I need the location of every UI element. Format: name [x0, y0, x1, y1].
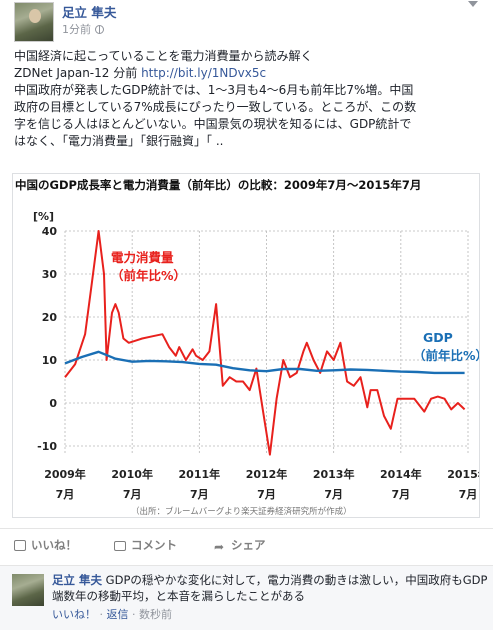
like-button[interactable]: いいね！: [14, 537, 77, 553]
x-tick-month: 7月: [190, 488, 209, 501]
share-label: シェア: [231, 538, 266, 552]
post-text-line: はなく、「電力消費量」「銀行融資」「 ..: [14, 134, 224, 148]
chart-svg: [%] 40 30 20 10 0 -10 2009年 7月 2010年 7月 2011年 7月 2012…: [33, 210, 480, 517]
comment-meta: いいね！ · 返信 · 数秒前: [52, 608, 172, 621]
x-tick-month: 7月: [123, 488, 142, 501]
y-axis-unit: [%]: [33, 210, 54, 223]
post-source-line: ZDNet Japan-12 分前 http://bit.ly/1NDvx5c: [14, 65, 484, 82]
power-series-label: 電力消費量: [111, 250, 174, 265]
comment-time[interactable]: 数秒前: [139, 608, 172, 621]
y-tick-label: 30: [42, 268, 58, 281]
post-body: 中国経済に起こっていることを電力消費量から読み解く ZDNet Japan-12…: [14, 48, 484, 150]
x-tick-year: 2012年: [246, 467, 288, 481]
comment-reply-link[interactable]: 返信: [106, 608, 129, 621]
x-tick-year: 2013年: [313, 467, 355, 481]
author-name[interactable]: 足立 隼夫: [62, 5, 117, 20]
comment-icon: [114, 541, 126, 551]
post-header: 足立 隼夫 1分前: [14, 0, 484, 44]
chevron-down-icon[interactable]: [466, 0, 480, 10]
y-tick-label: 40: [42, 225, 58, 238]
post-source: ZDNet Japan-12 分前: [14, 66, 138, 80]
x-tick-month: 7月: [257, 488, 276, 501]
share-button[interactable]: ➦ シェア: [214, 537, 266, 553]
globe-icon: [95, 25, 104, 34]
chart-title: 中国のGDP成長率と電力消費量（前年比）の比較：2009年7月～2015年7月: [15, 178, 422, 192]
y-tick-label: 10: [42, 354, 58, 367]
author-avatar[interactable]: [14, 2, 54, 42]
thumbs-up-icon: [14, 540, 26, 551]
x-tick-month: 7月: [324, 488, 343, 501]
comment-like-link[interactable]: いいね！: [52, 608, 96, 621]
y-tick-label: -10: [37, 440, 57, 453]
power-consumption-line: [64, 230, 466, 456]
x-tick-month: 7月: [56, 488, 75, 501]
gdp-line: [64, 350, 465, 375]
post-timestamp[interactable]: 1分前: [62, 21, 104, 37]
comment-body: 足立 隼夫 GDPの穏やかな変化に対して，電力消費の動きは激しい，中国政府もGD…: [52, 572, 488, 604]
y-tick-label: 20: [42, 311, 58, 324]
commenter-avatar[interactable]: [12, 574, 44, 606]
chart-image[interactable]: 中国のGDP成長率と電力消費量（前年比）の比較：2009年7月～2015年7月 …: [12, 173, 480, 518]
x-tick-year: 2009年: [44, 467, 86, 481]
power-series-label: （前年比%）: [111, 268, 186, 283]
post-link[interactable]: http://bit.ly/1NDvx5c: [141, 66, 267, 80]
post-headline: 中国経済に起こっていることを電力消費量から読み解く: [14, 49, 313, 63]
x-tick-year: 2011年: [179, 467, 221, 481]
comment-button[interactable]: コメント: [114, 537, 177, 553]
y-tick-label: 0: [49, 397, 57, 410]
comment-label: コメント: [131, 538, 177, 552]
x-tick-month: 7月: [459, 488, 478, 501]
like-label: いいね！: [31, 538, 77, 552]
share-icon: ➦: [214, 540, 225, 554]
post-time-text[interactable]: 1分前: [62, 23, 91, 36]
x-tick-year: 2010年: [111, 467, 153, 481]
commenter-name[interactable]: 足立 隼夫: [52, 573, 103, 587]
post-text-line: 政府の目標としている7%成長にぴったり一致している。ところが、この数: [14, 100, 417, 114]
gdp-series-label: GDP: [423, 330, 453, 345]
post-text-line: 字を信じる人はほとんどいない。中国景気の現状を知るには、GDP統計で: [14, 117, 412, 131]
x-tick-month: 7月: [392, 488, 411, 501]
post-text-line: 中国政府が発表したGDP統計では、1～3月も4～6月も前年比7%増。中国: [14, 83, 414, 97]
chart-source-note: （出所：ブルームバーグより楽天証券経済研究所が作成）: [131, 506, 352, 517]
x-tick-year: 2014年: [380, 467, 422, 481]
gdp-series-label: （前年比%）: [413, 348, 480, 363]
x-tick-year: 2015年: [447, 467, 480, 481]
post-actions: いいね！ コメント ➦ シェア: [0, 528, 493, 560]
comment-text: GDPの穏やかな変化に対して，電力消費の動きは激しい，中国政府もGDP端数年の移…: [52, 573, 488, 603]
comment-section: 足立 隼夫 GDPの穏やかな変化に対して，電力消費の動きは激しい，中国政府もGD…: [0, 565, 493, 630]
